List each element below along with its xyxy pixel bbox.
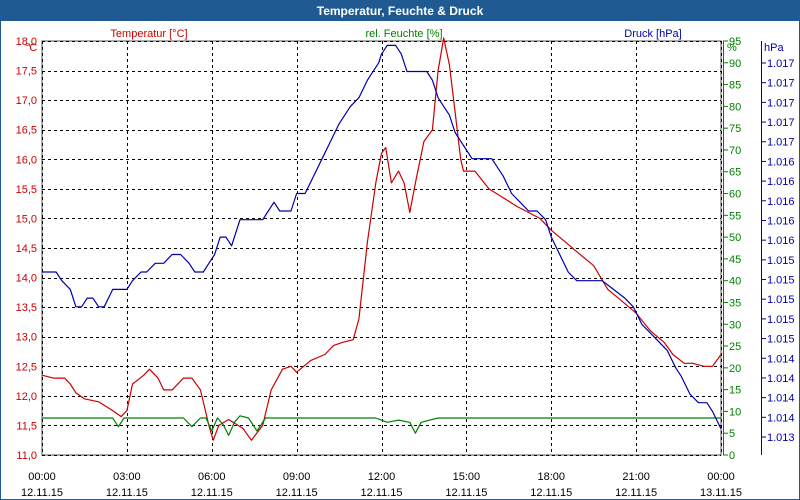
humidity-tick-label: 60 [729, 189, 741, 201]
humidity-tick-label: 40 [729, 276, 741, 288]
temperature-tick-label: 17,0 [16, 95, 37, 107]
temperature-tick-label: 15,5 [16, 184, 37, 196]
pressure-tick-label: 1.013 [767, 432, 795, 444]
temperature-tick-label: 11,0 [16, 450, 37, 462]
humidity-tick-label: 15 [729, 385, 741, 397]
humidity-tick-label: 35 [729, 297, 741, 309]
x-tick-time-label: 00:00 [28, 471, 56, 483]
temperature-tick-label: 11,5 [16, 420, 37, 432]
axes [723, 40, 766, 456]
pressure-tick-label: 1.015 [767, 255, 795, 267]
pressure-tick-label: 1.015 [767, 275, 795, 287]
humidity-tick-label: 45 [729, 254, 741, 266]
humidity-tick-label: 20 [729, 363, 741, 375]
pressure-tick-label: 1.015 [767, 334, 795, 346]
pressure-tick-label: 1.014 [767, 353, 795, 365]
humidity-tick-label: 80 [729, 101, 741, 113]
x-tick-date-label: 12.11.15 [106, 487, 148, 499]
x-tick-time-label: 12:00 [368, 471, 396, 483]
series-temperatur-line [41, 37, 722, 441]
series-druck-line [42, 44, 722, 430]
x-tick-date-label: 12.11.15 [530, 487, 572, 499]
temperature-tick-label: 12,5 [16, 361, 37, 373]
pressure-tick-label: 1.017 [767, 78, 795, 90]
pressure-tick-label: 1.016 [767, 156, 795, 168]
humidity-tick-label: 55 [729, 210, 741, 222]
temperature-tick-label: 15,0 [16, 213, 37, 225]
pressure-tick-label: 1.014 [767, 412, 795, 424]
pressure-tick-label: 1.016 [767, 235, 795, 247]
x-tick-date-label: 12.11.15 [615, 487, 657, 499]
x-tick-time-label: 00:00 [707, 471, 735, 483]
pressure-tick-label: 1.016 [767, 176, 795, 188]
humidity-tick-label: 95 [729, 36, 741, 48]
x-tick-time-label: 15:00 [453, 471, 481, 483]
pressure-tick-label: 1.017 [767, 58, 795, 70]
humidity-tick-label: 75 [729, 123, 741, 135]
humidity-tick-label: 50 [729, 232, 741, 244]
pressure-tick-label: 1.015 [767, 314, 795, 326]
x-tick-date-label: 13.11.15 [700, 487, 742, 499]
humidity-unit-label: % [727, 42, 737, 54]
temperature-unit-label: °C [25, 42, 37, 54]
humidity-tick-label: 65 [729, 167, 741, 179]
x-tick-date-label: 12.11.15 [191, 487, 233, 499]
pressure-tick-label: 1.015 [767, 294, 795, 306]
temperature-axis-title: Temperatur [°C] [110, 28, 187, 40]
pressure-axis-title: Druck [hPa] [624, 28, 681, 40]
pressure-tick-label: 1.016 [767, 196, 795, 208]
temperature-tick-label: 12,0 [16, 391, 37, 403]
pressure-unit-label: hPa [764, 42, 784, 54]
x-tick-time-label: 21:00 [622, 471, 650, 483]
humidity-tick-label: 10 [729, 406, 741, 418]
x-tick-date-label: 12.11.15 [21, 487, 63, 499]
x-tick-date-label: 12.11.15 [360, 487, 402, 499]
temperature-tick-label: 14,0 [16, 273, 37, 285]
temperature-tick-label: 13,5 [16, 302, 37, 314]
humidity-tick-label: 5 [729, 428, 735, 440]
temperature-tick-label: 17,5 [16, 66, 37, 78]
chart-title: Temperatur, Feuchte & Druck [1, 1, 799, 21]
temperature-tick-label: 13,0 [16, 332, 37, 344]
humidity-tick-label: 30 [729, 319, 741, 331]
pressure-tick-label: 1.014 [767, 393, 795, 405]
pressure-tick-label: 1.014 [767, 373, 795, 385]
series-rel-feuchte-line [42, 415, 721, 436]
humidity-tick-label: 0 [729, 450, 735, 462]
temperature-tick-label: 14,5 [16, 243, 37, 255]
temperature-tick-label: 16,5 [16, 125, 37, 137]
pressure-tick-label: 1.017 [767, 117, 795, 129]
x-tick-time-label: 06:00 [198, 471, 226, 483]
humidity-tick-label: 70 [729, 145, 741, 157]
x-tick-date-label: 12.11.15 [276, 487, 318, 499]
temperature-tick-label: 18,0 [16, 36, 37, 48]
temperature-tick-label: 16,0 [16, 154, 37, 166]
x-tick-time-label: 18:00 [537, 471, 565, 483]
x-tick-time-label: 09:00 [283, 471, 311, 483]
series [41, 37, 722, 441]
humidity-axis-title: rel. Feuchte [%] [365, 28, 442, 40]
grid [41, 40, 722, 456]
labels: 11,0 11,5 12,0 12,5 13,0 13,5 14,0 14,5 15,0 15,5… [16, 28, 795, 499]
pressure-tick-label: 1.017 [767, 97, 795, 109]
pressure-tick-label: 1.016 [767, 215, 795, 227]
x-tick-date-label: 12.11.15 [445, 487, 487, 499]
x-tick-time-label: 03:00 [113, 471, 141, 483]
pressure-tick-label: 1.017 [767, 137, 795, 149]
humidity-tick-label: 85 [729, 80, 741, 92]
humidity-tick-label: 25 [729, 341, 741, 353]
humidity-tick-label: 90 [729, 58, 741, 70]
